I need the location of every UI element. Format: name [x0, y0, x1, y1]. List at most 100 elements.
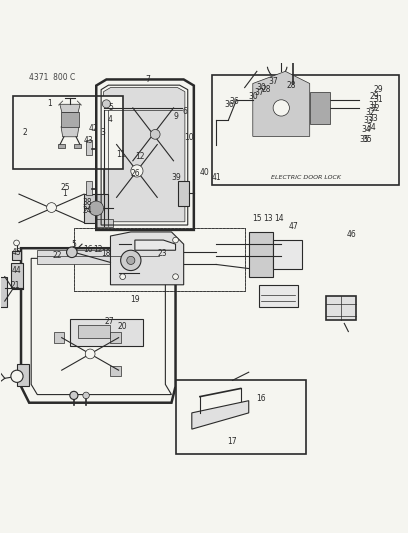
Text: 44: 44: [11, 266, 21, 275]
Circle shape: [173, 274, 178, 279]
Text: 30: 30: [256, 83, 266, 92]
Bar: [212, 75, 399, 185]
Text: 27: 27: [105, 317, 115, 326]
Text: 7: 7: [145, 75, 150, 84]
Bar: [273, 240, 302, 269]
Text: 21: 21: [11, 281, 20, 290]
Text: 1: 1: [47, 99, 52, 108]
Polygon shape: [192, 401, 249, 429]
Bar: [249, 232, 273, 277]
Text: 17: 17: [228, 437, 237, 446]
Circle shape: [70, 391, 78, 399]
Text: 26: 26: [131, 169, 140, 179]
Text: 12: 12: [135, 152, 144, 161]
Circle shape: [150, 130, 160, 139]
Text: 31: 31: [368, 101, 378, 110]
Bar: [61, 112, 79, 127]
Bar: [86, 181, 92, 195]
Circle shape: [102, 100, 111, 108]
Circle shape: [83, 392, 89, 399]
Circle shape: [131, 165, 143, 177]
Bar: [111, 366, 121, 376]
Circle shape: [11, 370, 23, 382]
Text: 16: 16: [256, 394, 266, 403]
Bar: [139, 244, 171, 272]
Bar: [326, 296, 357, 320]
Text: 4: 4: [108, 115, 113, 124]
Text: 34: 34: [362, 125, 372, 134]
Text: 24: 24: [82, 206, 92, 215]
Polygon shape: [111, 232, 184, 285]
Polygon shape: [60, 104, 80, 112]
Text: 5: 5: [109, 103, 114, 112]
Bar: [58, 144, 65, 148]
Bar: [37, 250, 159, 264]
Text: 37: 37: [255, 87, 264, 96]
Bar: [111, 333, 121, 343]
Polygon shape: [104, 87, 185, 222]
Text: 10: 10: [184, 133, 193, 142]
Text: 20: 20: [117, 322, 126, 331]
Text: ELECTRIC DOOR LOCK: ELECTRIC DOOR LOCK: [271, 175, 341, 180]
Text: 28: 28: [262, 85, 271, 94]
Text: 18: 18: [101, 249, 110, 258]
Bar: [177, 181, 189, 206]
Text: 1: 1: [62, 189, 67, 198]
Polygon shape: [135, 240, 175, 250]
Text: 39: 39: [171, 173, 181, 182]
Bar: [74, 228, 245, 291]
Polygon shape: [61, 127, 79, 137]
Bar: [11, 263, 23, 288]
Text: 31: 31: [373, 95, 383, 104]
Text: 11: 11: [116, 150, 125, 159]
Circle shape: [127, 256, 135, 264]
Circle shape: [85, 349, 95, 359]
Text: 29: 29: [370, 92, 379, 101]
Text: 16: 16: [83, 245, 93, 254]
Text: 3: 3: [100, 128, 105, 137]
Text: 6: 6: [182, 108, 187, 117]
Text: 40: 40: [199, 168, 209, 176]
Text: 38: 38: [82, 198, 92, 207]
Text: 30: 30: [248, 92, 258, 101]
Text: 47: 47: [288, 222, 298, 231]
Bar: [70, 319, 143, 346]
Text: 22: 22: [53, 251, 62, 260]
Text: 19: 19: [130, 295, 140, 304]
Text: 43: 43: [83, 136, 93, 145]
Text: 23: 23: [158, 249, 167, 258]
Circle shape: [47, 203, 56, 213]
Bar: [175, 381, 306, 454]
Text: 32: 32: [366, 108, 375, 117]
Bar: [86, 141, 92, 155]
Circle shape: [121, 250, 141, 271]
Text: 2: 2: [23, 128, 27, 137]
Text: 33: 33: [364, 116, 373, 125]
Bar: [259, 285, 297, 307]
Text: 33: 33: [368, 114, 378, 123]
Text: 41: 41: [211, 173, 221, 182]
Bar: [74, 228, 245, 291]
Text: 36: 36: [230, 98, 239, 106]
Circle shape: [273, 100, 289, 116]
Text: 34: 34: [367, 123, 377, 132]
Text: 12: 12: [93, 245, 102, 254]
Text: 29: 29: [373, 85, 383, 94]
Text: 35: 35: [363, 135, 373, 144]
Circle shape: [14, 240, 20, 246]
Text: 42: 42: [89, 124, 98, 133]
Text: 15: 15: [252, 214, 262, 223]
Bar: [13, 96, 123, 169]
Text: 13: 13: [264, 214, 273, 223]
Text: 5: 5: [71, 240, 76, 248]
Bar: [96, 220, 113, 228]
Bar: [74, 144, 81, 148]
Bar: [310, 92, 330, 124]
Bar: [78, 326, 111, 338]
Text: 45: 45: [11, 248, 21, 257]
Text: 36: 36: [225, 100, 235, 109]
Text: 37: 37: [268, 77, 278, 86]
Bar: [0, 277, 7, 307]
Text: 28: 28: [287, 80, 296, 90]
Bar: [84, 194, 109, 223]
